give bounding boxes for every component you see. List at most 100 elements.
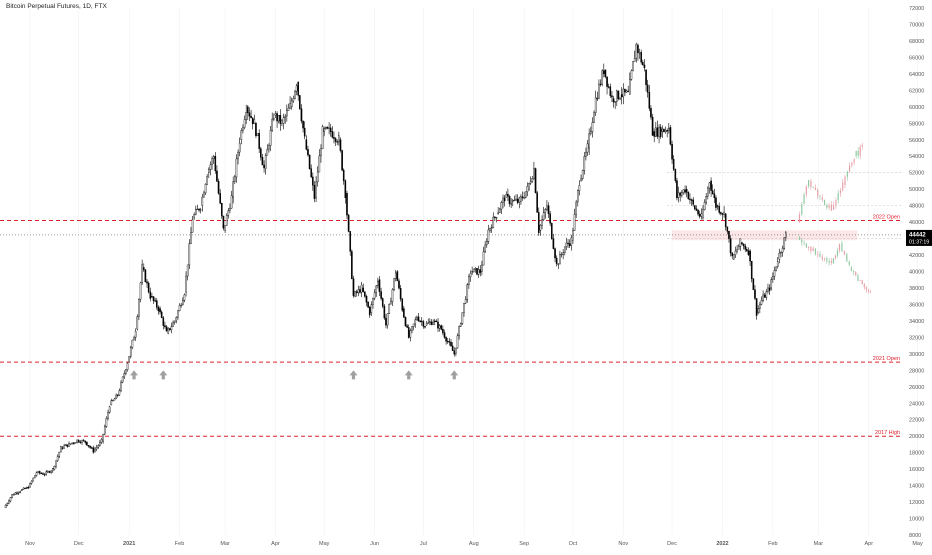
candle-body — [170, 326, 173, 331]
candle-body — [126, 363, 129, 370]
projection-body — [805, 243, 807, 248]
candle-body — [203, 192, 205, 198]
y-tick-label: 36000 — [909, 302, 924, 308]
candle-body — [549, 213, 551, 224]
candle-body — [120, 381, 122, 391]
candle-body — [507, 193, 509, 197]
candle-body — [468, 276, 470, 285]
candle-body — [528, 182, 530, 190]
candle-body — [167, 328, 169, 334]
candle-body — [684, 189, 686, 193]
candle-body — [146, 281, 148, 284]
candle-body — [516, 198, 519, 203]
candle-body — [524, 191, 527, 198]
y-tick-label: 58000 — [909, 121, 924, 127]
projection-body — [867, 289, 869, 292]
candle-body — [559, 254, 561, 265]
candle-body — [185, 275, 187, 293]
candle-body — [81, 440, 83, 443]
candle-body — [211, 158, 213, 166]
candle-body — [219, 193, 221, 204]
candle-body — [635, 43, 638, 59]
candle-body — [303, 127, 306, 137]
candle-body — [227, 210, 230, 216]
x-tick-label: Jun — [370, 541, 379, 547]
candle-body — [390, 301, 392, 305]
candle-body — [599, 83, 602, 86]
candle-body — [451, 345, 454, 351]
projection-body — [817, 253, 819, 255]
candle-body — [152, 296, 155, 301]
candle-body — [737, 246, 740, 250]
candle-body — [95, 446, 98, 450]
candle-body — [294, 90, 296, 99]
candle-body — [742, 243, 745, 247]
candle-body — [541, 219, 543, 226]
candle-body — [534, 168, 537, 193]
candle-body — [455, 347, 457, 355]
candle-body — [159, 308, 161, 313]
candle-body — [536, 192, 538, 213]
candle-body — [48, 471, 51, 473]
candle-body — [4, 505, 7, 509]
candle-body — [734, 250, 737, 255]
candle-body — [643, 64, 646, 68]
candle-body — [139, 282, 142, 300]
projection-body — [808, 247, 810, 249]
candle-body — [173, 320, 176, 323]
x-tick-label: Nov — [25, 541, 35, 547]
candle-body — [461, 312, 464, 324]
candle-body — [721, 213, 724, 215]
candle-body — [718, 206, 721, 213]
candle-body — [724, 213, 727, 228]
candle-body — [438, 325, 441, 329]
candle-body — [375, 285, 378, 294]
candle-body — [308, 154, 311, 169]
candle-body — [87, 445, 90, 447]
candle-body — [276, 113, 278, 122]
projection-body — [833, 205, 835, 210]
candle-body — [115, 394, 117, 400]
candle-body — [32, 477, 35, 482]
candle-body — [50, 470, 52, 473]
candle-body — [141, 264, 143, 284]
projection-body — [826, 258, 828, 262]
candle-body — [398, 280, 400, 289]
x-tick-label: Dec — [667, 541, 677, 547]
projection-body — [821, 256, 823, 260]
candle-body — [201, 196, 204, 206]
candle-body — [66, 444, 69, 447]
x-tick-label: Dec — [74, 541, 84, 547]
candle-body — [354, 291, 356, 297]
x-tick-label: Apr — [271, 541, 280, 547]
projection-body — [830, 260, 832, 263]
candle-body — [214, 156, 217, 172]
projection-body — [861, 280, 863, 285]
candle-body — [19, 491, 22, 493]
candle-body — [225, 215, 228, 226]
projection-body — [839, 190, 842, 194]
candle-body — [383, 305, 386, 319]
candle-body — [419, 320, 421, 322]
candle-body — [248, 112, 251, 117]
candle-body — [172, 322, 174, 327]
candle-body — [448, 341, 451, 343]
candle-body — [12, 494, 15, 496]
y-tick-label: 32000 — [909, 335, 924, 341]
candle-body — [320, 148, 322, 157]
candle-body — [677, 192, 680, 198]
candle-body — [77, 440, 80, 443]
support-arrow-icon — [450, 370, 459, 380]
candle-body — [380, 291, 382, 299]
candle-body — [664, 130, 667, 133]
candle-body — [554, 248, 556, 259]
candle-body — [741, 242, 743, 245]
candle-body — [342, 169, 345, 182]
candle-body — [11, 494, 13, 498]
projection-body — [805, 186, 807, 195]
candle-body — [147, 282, 150, 293]
candle-body — [42, 473, 44, 475]
candle-body — [17, 492, 20, 494]
candle-body — [562, 252, 564, 255]
candle-body — [697, 210, 699, 215]
